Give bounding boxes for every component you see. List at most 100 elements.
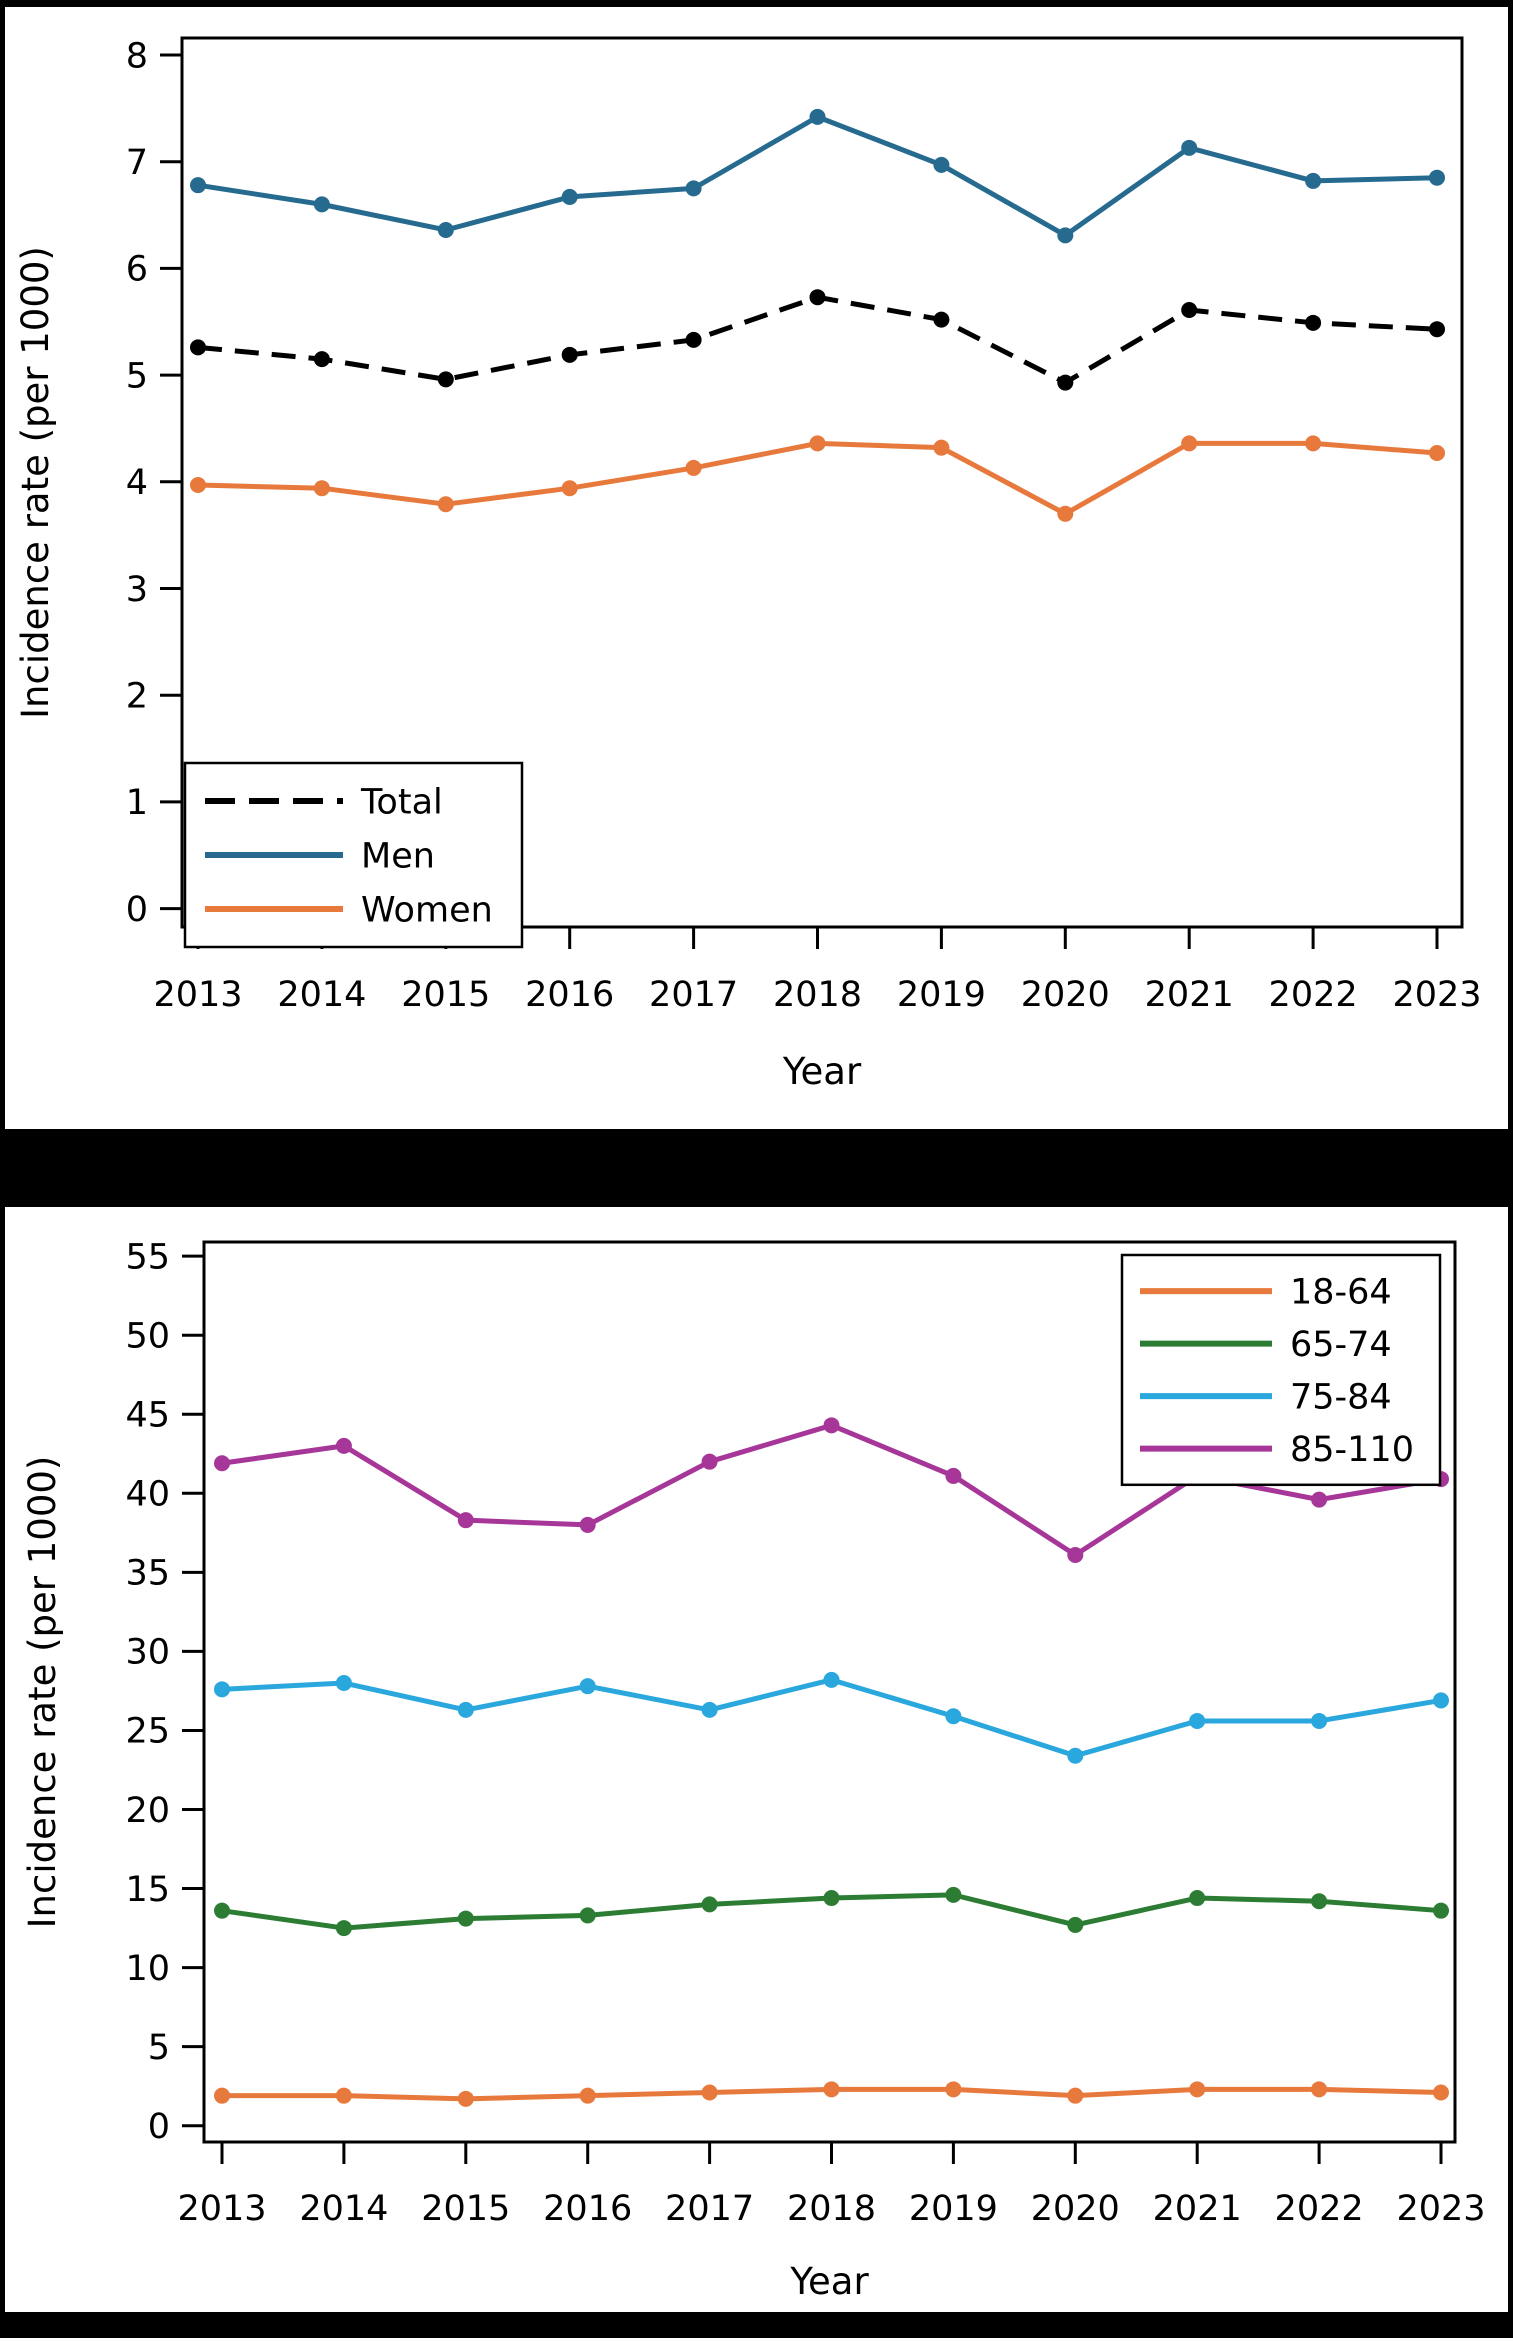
y-tick-label: 20 bbox=[125, 1791, 170, 1831]
y-tick-label: 30 bbox=[125, 1633, 170, 1673]
y-tick-label: 8 bbox=[126, 36, 148, 76]
data-point-Total-2023 bbox=[1429, 321, 1445, 338]
data-point-Men-2015 bbox=[437, 221, 454, 238]
y-tick-label: 5 bbox=[126, 356, 148, 396]
series-Men-line bbox=[197, 114, 1438, 238]
y-axis-label: Incidence rate (per 1000) bbox=[14, 246, 57, 719]
y-tick-label: 50 bbox=[125, 1316, 170, 1356]
x-tick-label: 2013 bbox=[153, 975, 242, 1015]
y-tick-label: 5 bbox=[148, 2028, 170, 2068]
data-point-Men-2018 bbox=[809, 108, 826, 125]
data-point-18-64-2023 bbox=[1433, 2084, 1449, 2101]
data-point-75-84-2017 bbox=[701, 1701, 718, 1718]
y-axis: 0 5 10 15 20 25 30 35 40 45 50 55 bbox=[125, 1237, 204, 2147]
y-axis: 0 1 2 3 4 5 6 7 8 bbox=[126, 36, 182, 930]
data-point-Total-2013 bbox=[190, 339, 206, 356]
data-point-Total-2022 bbox=[1305, 314, 1322, 331]
legend-label: 18-64 bbox=[1290, 1272, 1392, 1312]
legend-label: 75-84 bbox=[1290, 1377, 1392, 1417]
legend-entry-Total: Total bbox=[205, 782, 443, 822]
y-tick-label: 4 bbox=[126, 463, 148, 503]
data-point-Women-2020 bbox=[1057, 505, 1074, 522]
data-point-18-64-2018 bbox=[823, 2081, 840, 2098]
y-tick-label: 35 bbox=[125, 1554, 170, 1594]
data-point-Men-2021 bbox=[1181, 139, 1198, 156]
x-tick-label: 2023 bbox=[1392, 975, 1481, 1015]
data-point-Men-2023 bbox=[1429, 169, 1445, 186]
data-point-75-84-2018 bbox=[823, 1671, 840, 1688]
y-tick-label: 25 bbox=[125, 1712, 170, 1752]
x-tick-label: 2014 bbox=[277, 975, 366, 1015]
y-tick-label: 45 bbox=[125, 1396, 170, 1436]
data-point-85-110-2018 bbox=[823, 1417, 840, 1434]
x-tick-label: 2018 bbox=[787, 2189, 876, 2229]
data-point-65-74-2023 bbox=[1433, 1902, 1449, 1919]
x-tick-label: 2019 bbox=[909, 2189, 998, 2229]
x-axis-label: Year bbox=[782, 1050, 862, 1093]
legend-label: Men bbox=[361, 836, 435, 876]
y-tick-label: 0 bbox=[148, 2107, 170, 2147]
data-point-Total-2020 bbox=[1057, 374, 1074, 391]
legend: Total Men Women bbox=[183, 761, 524, 949]
x-tick-label: 2015 bbox=[401, 975, 490, 1015]
figure-border-top bbox=[0, 0, 1513, 7]
data-point-Women-2013 bbox=[190, 477, 206, 494]
series-75-84-line bbox=[221, 1677, 1442, 1759]
x-tick-label: 2019 bbox=[897, 975, 986, 1015]
x-axis: 2013 2014 2015 2016 2017 2018 2019 2020 2021 2022… bbox=[177, 2142, 1486, 2229]
data-point-Men-2017 bbox=[685, 180, 702, 197]
series-75-84 bbox=[214, 1671, 1449, 1764]
data-point-Women-2014 bbox=[313, 480, 330, 497]
y-tick-label: 15 bbox=[125, 1870, 170, 1910]
data-point-65-74-2014 bbox=[335, 1920, 352, 1937]
data-point-Total-2019 bbox=[933, 311, 950, 328]
data-point-Men-2016 bbox=[561, 188, 578, 205]
x-tick-label: 2021 bbox=[1145, 975, 1234, 1015]
data-point-Women-2016 bbox=[561, 480, 578, 497]
legend-entry-18-64: 18-64 bbox=[1140, 1272, 1392, 1312]
legend-label: Women bbox=[361, 890, 493, 930]
x-tick-label: 2020 bbox=[1031, 2189, 1120, 2229]
data-point-65-74-2020 bbox=[1067, 1916, 1084, 1933]
incidence-rate-by-age-group-panel: 0 5 10 15 20 25 30 35 40 45 50 55 Incidence rate (pe… bbox=[21, 1237, 1486, 2303]
y-tick-label: 3 bbox=[126, 570, 148, 610]
y-tick-label: 40 bbox=[125, 1475, 170, 1515]
series-Men bbox=[190, 108, 1445, 244]
data-point-Women-2022 bbox=[1305, 435, 1322, 452]
x-axis-label: Year bbox=[789, 2260, 869, 2303]
data-point-65-74-2022 bbox=[1311, 1893, 1328, 1910]
legend-entry-75-84: 75-84 bbox=[1140, 1377, 1392, 1417]
data-point-Men-2022 bbox=[1305, 172, 1322, 189]
data-point-Total-2015 bbox=[437, 371, 454, 388]
legend-label: Total bbox=[360, 782, 443, 822]
legend-entry-65-74: 65-74 bbox=[1140, 1325, 1392, 1365]
data-point-85-110-2017 bbox=[701, 1453, 718, 1470]
y-tick-label: 2 bbox=[126, 676, 148, 716]
series-Total bbox=[190, 289, 1445, 391]
data-point-75-84-2022 bbox=[1311, 1712, 1328, 1729]
y-tick-label: 7 bbox=[126, 143, 148, 183]
x-tick-label: 2014 bbox=[299, 2189, 388, 2229]
legend-label: 65-74 bbox=[1290, 1325, 1392, 1365]
data-point-85-110-2014 bbox=[335, 1437, 352, 1454]
data-point-18-64-2015 bbox=[457, 2090, 474, 2107]
plot-area bbox=[202, 1240, 1457, 2144]
data-point-Men-2013 bbox=[190, 177, 206, 194]
data-point-Women-2015 bbox=[437, 496, 454, 513]
data-point-65-74-2018 bbox=[823, 1890, 840, 1907]
figure-border-bottom bbox=[0, 2312, 1513, 2338]
data-point-85-110-2013 bbox=[214, 1455, 230, 1472]
data-point-Total-2017 bbox=[685, 331, 702, 348]
y-tick-label: 6 bbox=[126, 250, 148, 290]
data-point-Women-2018 bbox=[809, 435, 826, 452]
data-point-65-74-2017 bbox=[701, 1896, 718, 1913]
legend-label: 85-110 bbox=[1290, 1430, 1414, 1470]
legend: 18-64 65-74 75-84 85-110 bbox=[1120, 1253, 1442, 1487]
x-tick-label: 2016 bbox=[525, 975, 614, 1015]
data-point-18-64-2020 bbox=[1067, 2087, 1084, 2104]
data-point-85-110-2022 bbox=[1311, 1491, 1328, 1508]
data-point-18-64-2016 bbox=[579, 2087, 596, 2104]
y-tick-label: 0 bbox=[126, 890, 148, 930]
